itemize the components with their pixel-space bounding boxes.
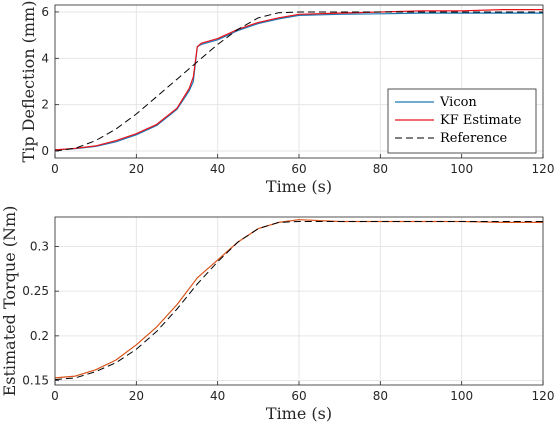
dashed-series-line xyxy=(54,221,543,381)
estimated-torque-y-axis-label: Estimated Torque (Nm) xyxy=(0,206,19,397)
tip-deflection-y-axis-label: Tip Deflection (mm) xyxy=(19,1,38,163)
y-tick-label: 0.3 xyxy=(30,239,49,253)
legend-label-reference: Reference xyxy=(440,131,508,146)
tip-deflection-ticks: 0 20 40 60 80 100 120 0 2 4 6 xyxy=(41,5,554,176)
x-tick-label: 0 xyxy=(51,389,59,403)
y-tick-label: 6 xyxy=(41,5,49,19)
y-tick-label: 0.25 xyxy=(22,284,49,298)
x-tick-label: 40 xyxy=(210,389,225,403)
x-tick-label: 20 xyxy=(129,162,144,176)
x-tick-label: 120 xyxy=(532,389,555,403)
legend: Vicon KF Estimate Reference xyxy=(387,88,537,154)
reference-series-line xyxy=(54,11,543,152)
y-tick-label: 0.2 xyxy=(30,329,49,343)
estimated-torque-plot: 0 20 40 60 80 100 120 0.15 0.2 0.25 0.3 Time (s) E… xyxy=(0,206,554,423)
kf-estimate-series-line xyxy=(54,9,543,151)
x-tick-label: 80 xyxy=(373,162,388,176)
y-tick-label: 4 xyxy=(41,51,49,65)
x-tick-label: 80 xyxy=(373,389,388,403)
legend-box xyxy=(387,88,537,154)
x-tick-label: 20 xyxy=(129,389,144,403)
y-tick-label: 0 xyxy=(41,144,49,158)
tip-deflection-grid xyxy=(54,5,544,158)
tip-deflection-x-axis-label: Time (s) xyxy=(266,177,332,196)
x-tick-label: 120 xyxy=(532,162,555,176)
y-tick-label: 0.15 xyxy=(22,374,49,388)
estimated-torque-grid xyxy=(54,217,544,385)
x-tick-label: 0 xyxy=(51,162,59,176)
legend-label-vicon: Vicon xyxy=(439,95,477,110)
estimated-torque-ticks: 0 20 40 60 80 100 120 0.15 0.2 0.25 0.3 xyxy=(22,239,554,403)
estimated-torque-series xyxy=(54,219,543,381)
x-tick-label: 60 xyxy=(291,162,306,176)
tip-deflection-series xyxy=(54,9,543,152)
x-tick-label: 60 xyxy=(291,389,306,403)
vicon-series-line xyxy=(54,12,543,151)
tip-deflection-plot: 0 20 40 60 80 100 120 0 2 4 6 Time (s) Tip Deflect… xyxy=(19,1,554,196)
estimated-torque-x-axis-label: Time (s) xyxy=(266,404,332,423)
legend-label-kf-estimate: KF Estimate xyxy=(440,113,522,128)
x-tick-label: 40 xyxy=(210,162,225,176)
y-tick-label: 2 xyxy=(41,98,49,112)
x-tick-label: 100 xyxy=(450,162,473,176)
x-tick-label: 100 xyxy=(450,389,473,403)
